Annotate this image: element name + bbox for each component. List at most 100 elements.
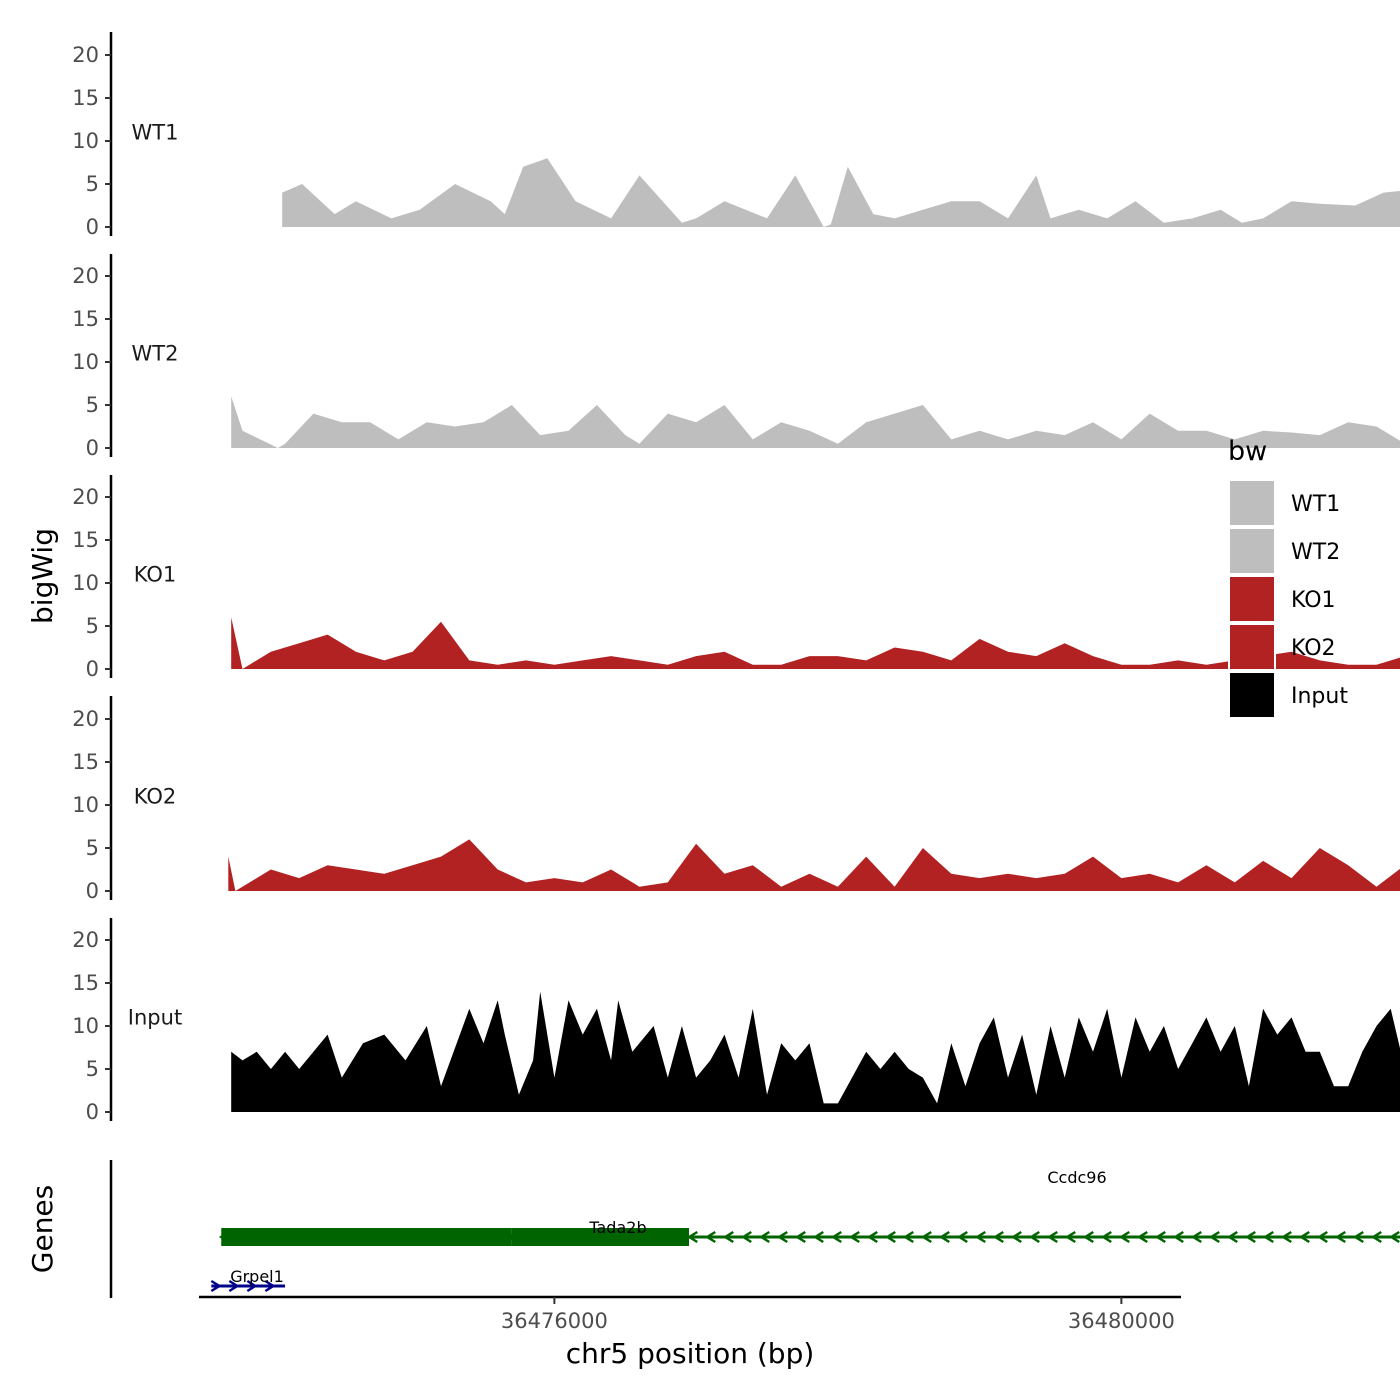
y-tick-label: 20 — [72, 707, 99, 731]
y-tick-label: 15 — [72, 750, 99, 774]
strand-chevron — [1172, 1230, 1184, 1244]
strand-chevron — [1370, 1230, 1382, 1244]
strand-chevron — [812, 1230, 824, 1244]
gene-exon — [511, 1228, 690, 1246]
strand-chevron — [866, 1230, 878, 1244]
track-ko2: 0 5 10 15 20 KO2 — [72, 696, 1400, 903]
gene-exon — [221, 1228, 512, 1246]
strand-chevron — [1208, 1230, 1220, 1244]
y-tick-label: 15 — [72, 307, 99, 331]
strand-chevron — [1118, 1230, 1130, 1244]
strand-chevron — [992, 1230, 1004, 1244]
gene-tada2b: Tada2b — [218, 1218, 1400, 1246]
strand-chevron — [938, 1230, 950, 1244]
strand-chevron — [264, 1279, 276, 1293]
y-tick-label: 15 — [72, 971, 99, 995]
strand-chevron — [902, 1230, 914, 1244]
track-label: KO2 — [134, 784, 177, 808]
gene-ccdc96: Ccdc96 — [1047, 1168, 1106, 1187]
strand-chevron — [1280, 1230, 1292, 1244]
strand-chevron — [920, 1230, 932, 1244]
strand-chevron — [974, 1230, 986, 1244]
strand-chevron — [1028, 1230, 1040, 1244]
y-tick-label: 20 — [72, 928, 99, 952]
strand-chevron — [740, 1230, 752, 1244]
track-ko1: 0 5 10 15 20 KO1 — [72, 475, 1400, 681]
legend-key-wt1 — [1228, 479, 1276, 527]
legend-key-ko1 — [1228, 575, 1276, 623]
y-tick-label: 10 — [72, 793, 99, 817]
gene-label: Grpel1 — [230, 1267, 284, 1286]
y-tick-label: 5 — [86, 1057, 99, 1081]
track-label: KO1 — [134, 562, 177, 586]
strand-chevron — [1352, 1230, 1364, 1244]
legend: bw WT1 WT2 KO1 KO2 Input — [1228, 436, 1348, 719]
coverage-area-ko2 — [228, 839, 1400, 891]
legend-label: WT1 — [1291, 492, 1340, 517]
track-label: Input — [128, 1005, 182, 1029]
strand-chevron — [1262, 1230, 1274, 1244]
strand-chevron — [1010, 1230, 1022, 1244]
x-tick-label: 36476000 — [501, 1309, 608, 1333]
x-axis: 364760003648000036484000 — [199, 1295, 1181, 1333]
y-tick-label: 15 — [72, 528, 99, 552]
y-tick-label: 0 — [86, 879, 99, 903]
strand-chevron — [884, 1230, 896, 1244]
track-wt1: 0 5 10 15 20 WT1 — [72, 32, 1400, 239]
coverage-area-input — [231, 991, 1400, 1112]
strand-chevron — [1136, 1230, 1148, 1244]
strand-chevron — [1046, 1230, 1058, 1244]
genes-track: Ccdc96 Tada2b Grpel1 — [109, 1160, 1400, 1298]
y-tick-label: 20 — [72, 485, 99, 509]
strand-chevron — [794, 1230, 806, 1244]
track-label: WT1 — [132, 120, 179, 144]
y-tick-label: 0 — [86, 436, 99, 460]
y-tick-label: 5 — [86, 836, 99, 860]
strand-chevron — [228, 1279, 240, 1293]
gene-label: Ccdc96 — [1047, 1168, 1106, 1187]
coverage-tracks: 0 5 10 15 20 WT1 0 5 10 15 20 WT2 0 5 10 15 20 KO1 0 5 10 15 2… — [72, 32, 1400, 1124]
strand-chevron — [1100, 1230, 1112, 1244]
x-tick-label: 36480000 — [1068, 1309, 1175, 1333]
strand-chevron — [758, 1230, 770, 1244]
strand-chevron — [1082, 1230, 1094, 1244]
y-tick-label: 10 — [72, 571, 99, 595]
y-tick-label: 10 — [72, 129, 99, 153]
legend-key-ko2 — [1228, 623, 1276, 671]
strand-chevron — [1316, 1230, 1328, 1244]
gene-label: Tada2b — [588, 1218, 646, 1237]
track-input: 0 5 10 15 20 Input — [72, 918, 1400, 1124]
track-label: WT2 — [132, 341, 179, 365]
strand-chevron — [722, 1230, 734, 1244]
legend-label: Input — [1291, 684, 1348, 709]
legend-key-input — [1228, 671, 1276, 719]
strand-chevron — [830, 1230, 842, 1244]
coverage-area-wt2 — [231, 396, 1400, 448]
strand-chevron — [1064, 1230, 1076, 1244]
y-axis-title: bigWig — [26, 528, 59, 624]
strand-chevron — [246, 1279, 258, 1293]
coverage-area-wt1 — [282, 158, 1400, 227]
strand-chevron — [1226, 1230, 1238, 1244]
strand-chevron — [1154, 1230, 1166, 1244]
y-tick-label: 10 — [72, 350, 99, 374]
strand-chevron — [848, 1230, 860, 1244]
y-tick-label: 5 — [86, 172, 99, 196]
y-tick-label: 20 — [72, 43, 99, 67]
y-tick-label: 5 — [86, 393, 99, 417]
y-tick-label: 0 — [86, 657, 99, 681]
strand-chevron — [776, 1230, 788, 1244]
y-tick-label: 0 — [86, 1100, 99, 1124]
coverage-area-ko1 — [231, 617, 1400, 669]
y-tick-label: 0 — [86, 215, 99, 239]
legend-label: KO2 — [1291, 636, 1336, 661]
strand-chevron — [1298, 1230, 1310, 1244]
track-wt2: 0 5 10 15 20 WT2 — [72, 254, 1400, 460]
genes-axis-title: Genes — [26, 1185, 59, 1273]
strand-chevron — [1244, 1230, 1256, 1244]
strand-chevron — [1388, 1230, 1400, 1244]
strand-chevron — [210, 1279, 222, 1293]
strand-chevron — [686, 1230, 698, 1244]
strand-chevron — [1334, 1230, 1346, 1244]
